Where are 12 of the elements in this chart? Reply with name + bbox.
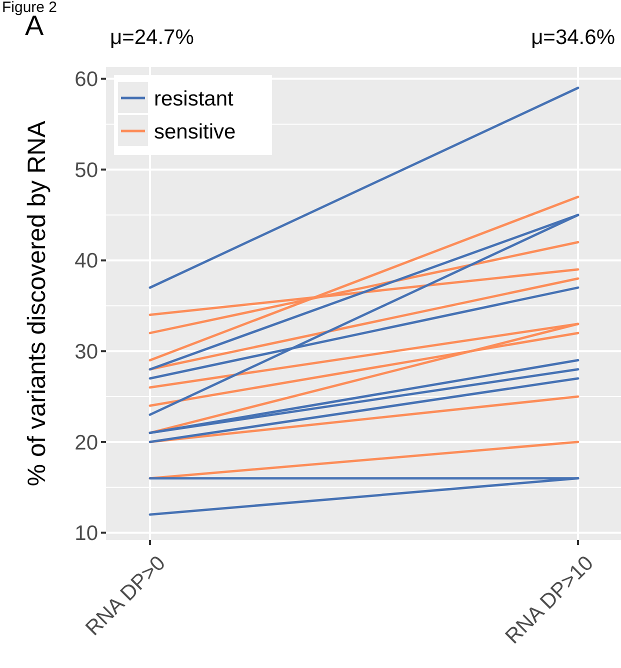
legend-label: sensitive xyxy=(154,120,236,144)
y-tick-label: 20 xyxy=(74,431,98,454)
y-tick-label: 10 xyxy=(74,522,98,546)
caption: Figure 2 xyxy=(2,0,58,16)
y-tick-label: 50 xyxy=(74,158,98,182)
text: μ=24.7% xyxy=(110,26,194,49)
y-tick-label: 40 xyxy=(74,250,98,273)
text: μ=34.6% xyxy=(531,26,615,49)
legend-label: resistant xyxy=(154,87,234,110)
y-axis-title: % of variants discovered by RNA xyxy=(23,120,51,486)
y-tick-label: 30 xyxy=(74,340,98,364)
y-tick-label: 60 xyxy=(74,68,98,92)
